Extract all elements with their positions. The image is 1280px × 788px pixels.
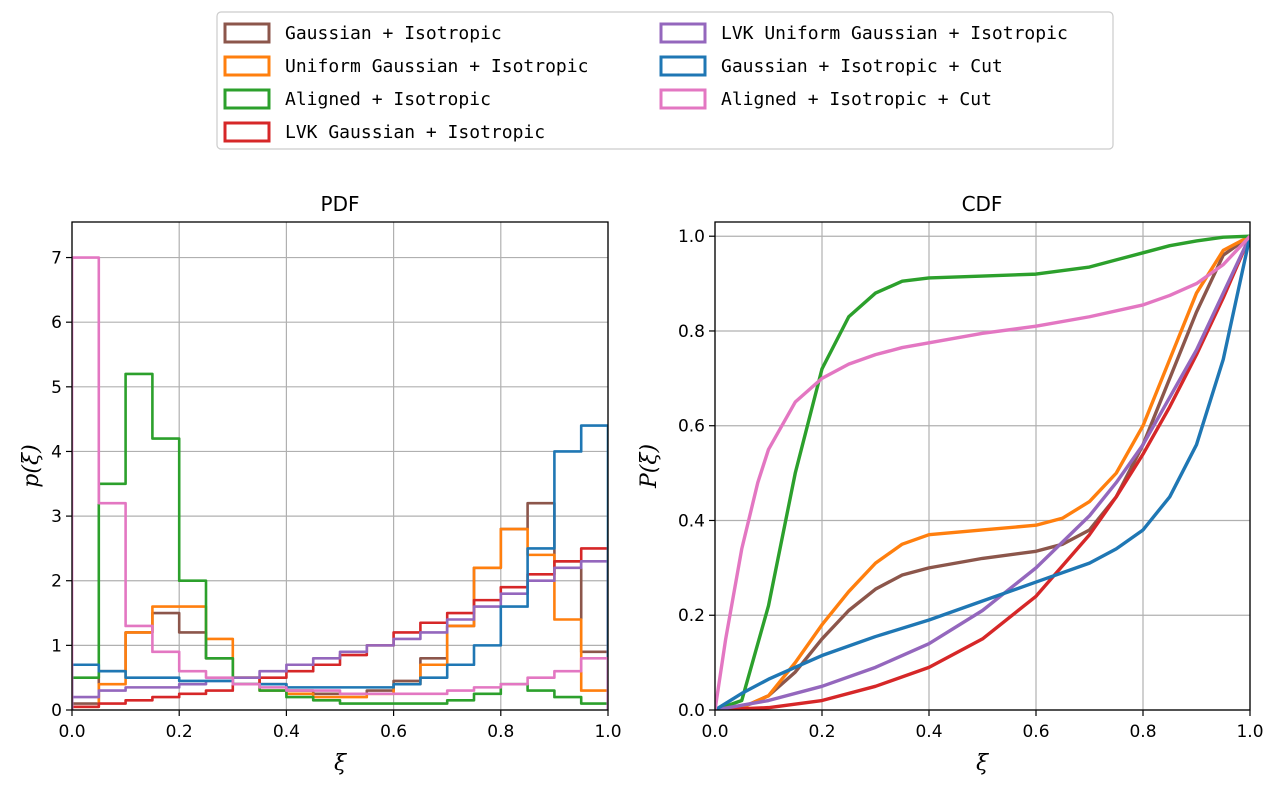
cdf-xtick-label: 0.8 — [1129, 722, 1156, 742]
pdf-xtick-label: 0.6 — [380, 722, 407, 742]
legend-label-uniform-gaussian-isotropic: Uniform Gaussian + Isotropic — [285, 56, 588, 77]
pdf-series-group — [72, 256, 608, 710]
legend: Gaussian + Isotropic Uniform Gaussian + I… — [216, 11, 1114, 150]
cdf-series-lvk-uniform-gaussian-isotropic — [715, 235, 1250, 710]
pdf-panel: PDF ξ p(ξ) 0.0 0.2 0.4 0.6 0.8 1.0 0 1 2 3 4 5 6 7 — [19, 192, 622, 776]
pdf-ytick-label: 0 — [51, 701, 62, 721]
legend-label-aligned-isotropic-cut: Aligned + Isotropic + Cut — [721, 89, 992, 110]
legend-swatch-aligned-isotropic-cut — [659, 88, 707, 110]
cdf-series-aligned-isotropic — [715, 234, 1250, 710]
pdf-ytick-label: 7 — [51, 249, 62, 269]
cdf-ytick-label: 0.6 — [678, 417, 705, 437]
pdf-ytick-label: 3 — [51, 507, 62, 527]
cdf-xtick-label: 0.0 — [701, 722, 728, 742]
pdf-ytick-label: 6 — [51, 313, 62, 333]
cdf-title: CDF — [962, 192, 1003, 216]
pdf-xtick-label: 0.0 — [58, 722, 85, 742]
cdf-series-uniform-gaussian-isotropic — [715, 234, 1250, 710]
legend-swatch-gaussian-isotropic-cut — [659, 55, 707, 77]
cdf-axes-frame — [714, 221, 1251, 711]
legend-label-lvk-gaussian-isotropic: LVK Gaussian + Isotropic — [285, 122, 545, 143]
cdf-xlabel: ξ — [976, 751, 990, 776]
pdf-series-aligned-isotropic — [72, 372, 608, 710]
pdf-xlabel: ξ — [334, 751, 348, 776]
pdf-ytick-label: 2 — [51, 572, 62, 592]
pdf-series-aligned-isotropic-cut — [72, 256, 608, 710]
pdf-axes-frame — [71, 221, 609, 711]
legend-label-gaussian-isotropic-cut: Gaussian + Isotropic + Cut — [721, 56, 1003, 77]
cdf-ytick-label: 0.8 — [678, 322, 705, 342]
cdf-series-aligned-isotropic-cut — [715, 235, 1250, 710]
legend-swatch-aligned-isotropic — [223, 88, 271, 110]
cdf-ytick-label: 0.0 — [678, 701, 705, 721]
cdf-ytick-label: 0.4 — [678, 511, 705, 531]
cdf-series-group — [715, 234, 1250, 710]
pdf-xtick-label: 1.0 — [594, 722, 621, 742]
cdf-panel: CDF ξ P(ξ) 0.0 0.2 0.4 0.6 0.8 1.0 0.0 0.2 0.4 0.… — [637, 192, 1264, 776]
cdf-ytick-label: 0.2 — [678, 606, 705, 626]
pdf-series-uniform-gaussian-isotropic — [72, 527, 608, 710]
legend-swatch-gaussian-isotropic — [223, 22, 271, 44]
legend-swatch-uniform-gaussian-isotropic — [223, 55, 271, 77]
pdf-ytick-label: 5 — [51, 378, 62, 398]
cdf-series-lvk-gaussian-isotropic — [715, 235, 1250, 710]
cdf-ytick-label: 1.0 — [678, 227, 705, 247]
cdf-series-gaussian-isotropic — [715, 234, 1250, 710]
legend-label-lvk-uniform-gaussian-isotropic: LVK Uniform Gaussian + Isotropic — [721, 23, 1068, 44]
pdf-xtick-label: 0.2 — [166, 722, 193, 742]
cdf-xtick-label: 0.6 — [1022, 722, 1049, 742]
pdf-ytick-label: 4 — [51, 442, 62, 462]
legend-swatch-lvk-gaussian-isotropic — [223, 121, 271, 143]
pdf-series-gaussian-isotropic-cut — [72, 424, 608, 710]
cdf-ylabel: P(ξ) — [637, 444, 662, 489]
pdf-title: PDF — [321, 192, 360, 216]
cdf-series-gaussian-isotropic-cut — [715, 235, 1250, 710]
cdf-xtick-label: 1.0 — [1236, 722, 1263, 742]
legend-swatch-lvk-uniform-gaussian-isotropic — [659, 22, 707, 44]
pdf-xtick-label: 0.8 — [487, 722, 514, 742]
legend-label-gaussian-isotropic: Gaussian + Isotropic — [285, 23, 502, 44]
cdf-xtick-label: 0.2 — [808, 722, 835, 742]
legend-frame — [216, 11, 1114, 150]
pdf-xtick-label: 0.4 — [273, 722, 300, 742]
pdf-ylabel: p(ξ) — [19, 444, 44, 487]
pdf-ytick-label: 1 — [51, 636, 62, 656]
legend-label-aligned-isotropic: Aligned + Isotropic — [285, 89, 491, 110]
cdf-xtick-label: 0.4 — [915, 722, 942, 742]
